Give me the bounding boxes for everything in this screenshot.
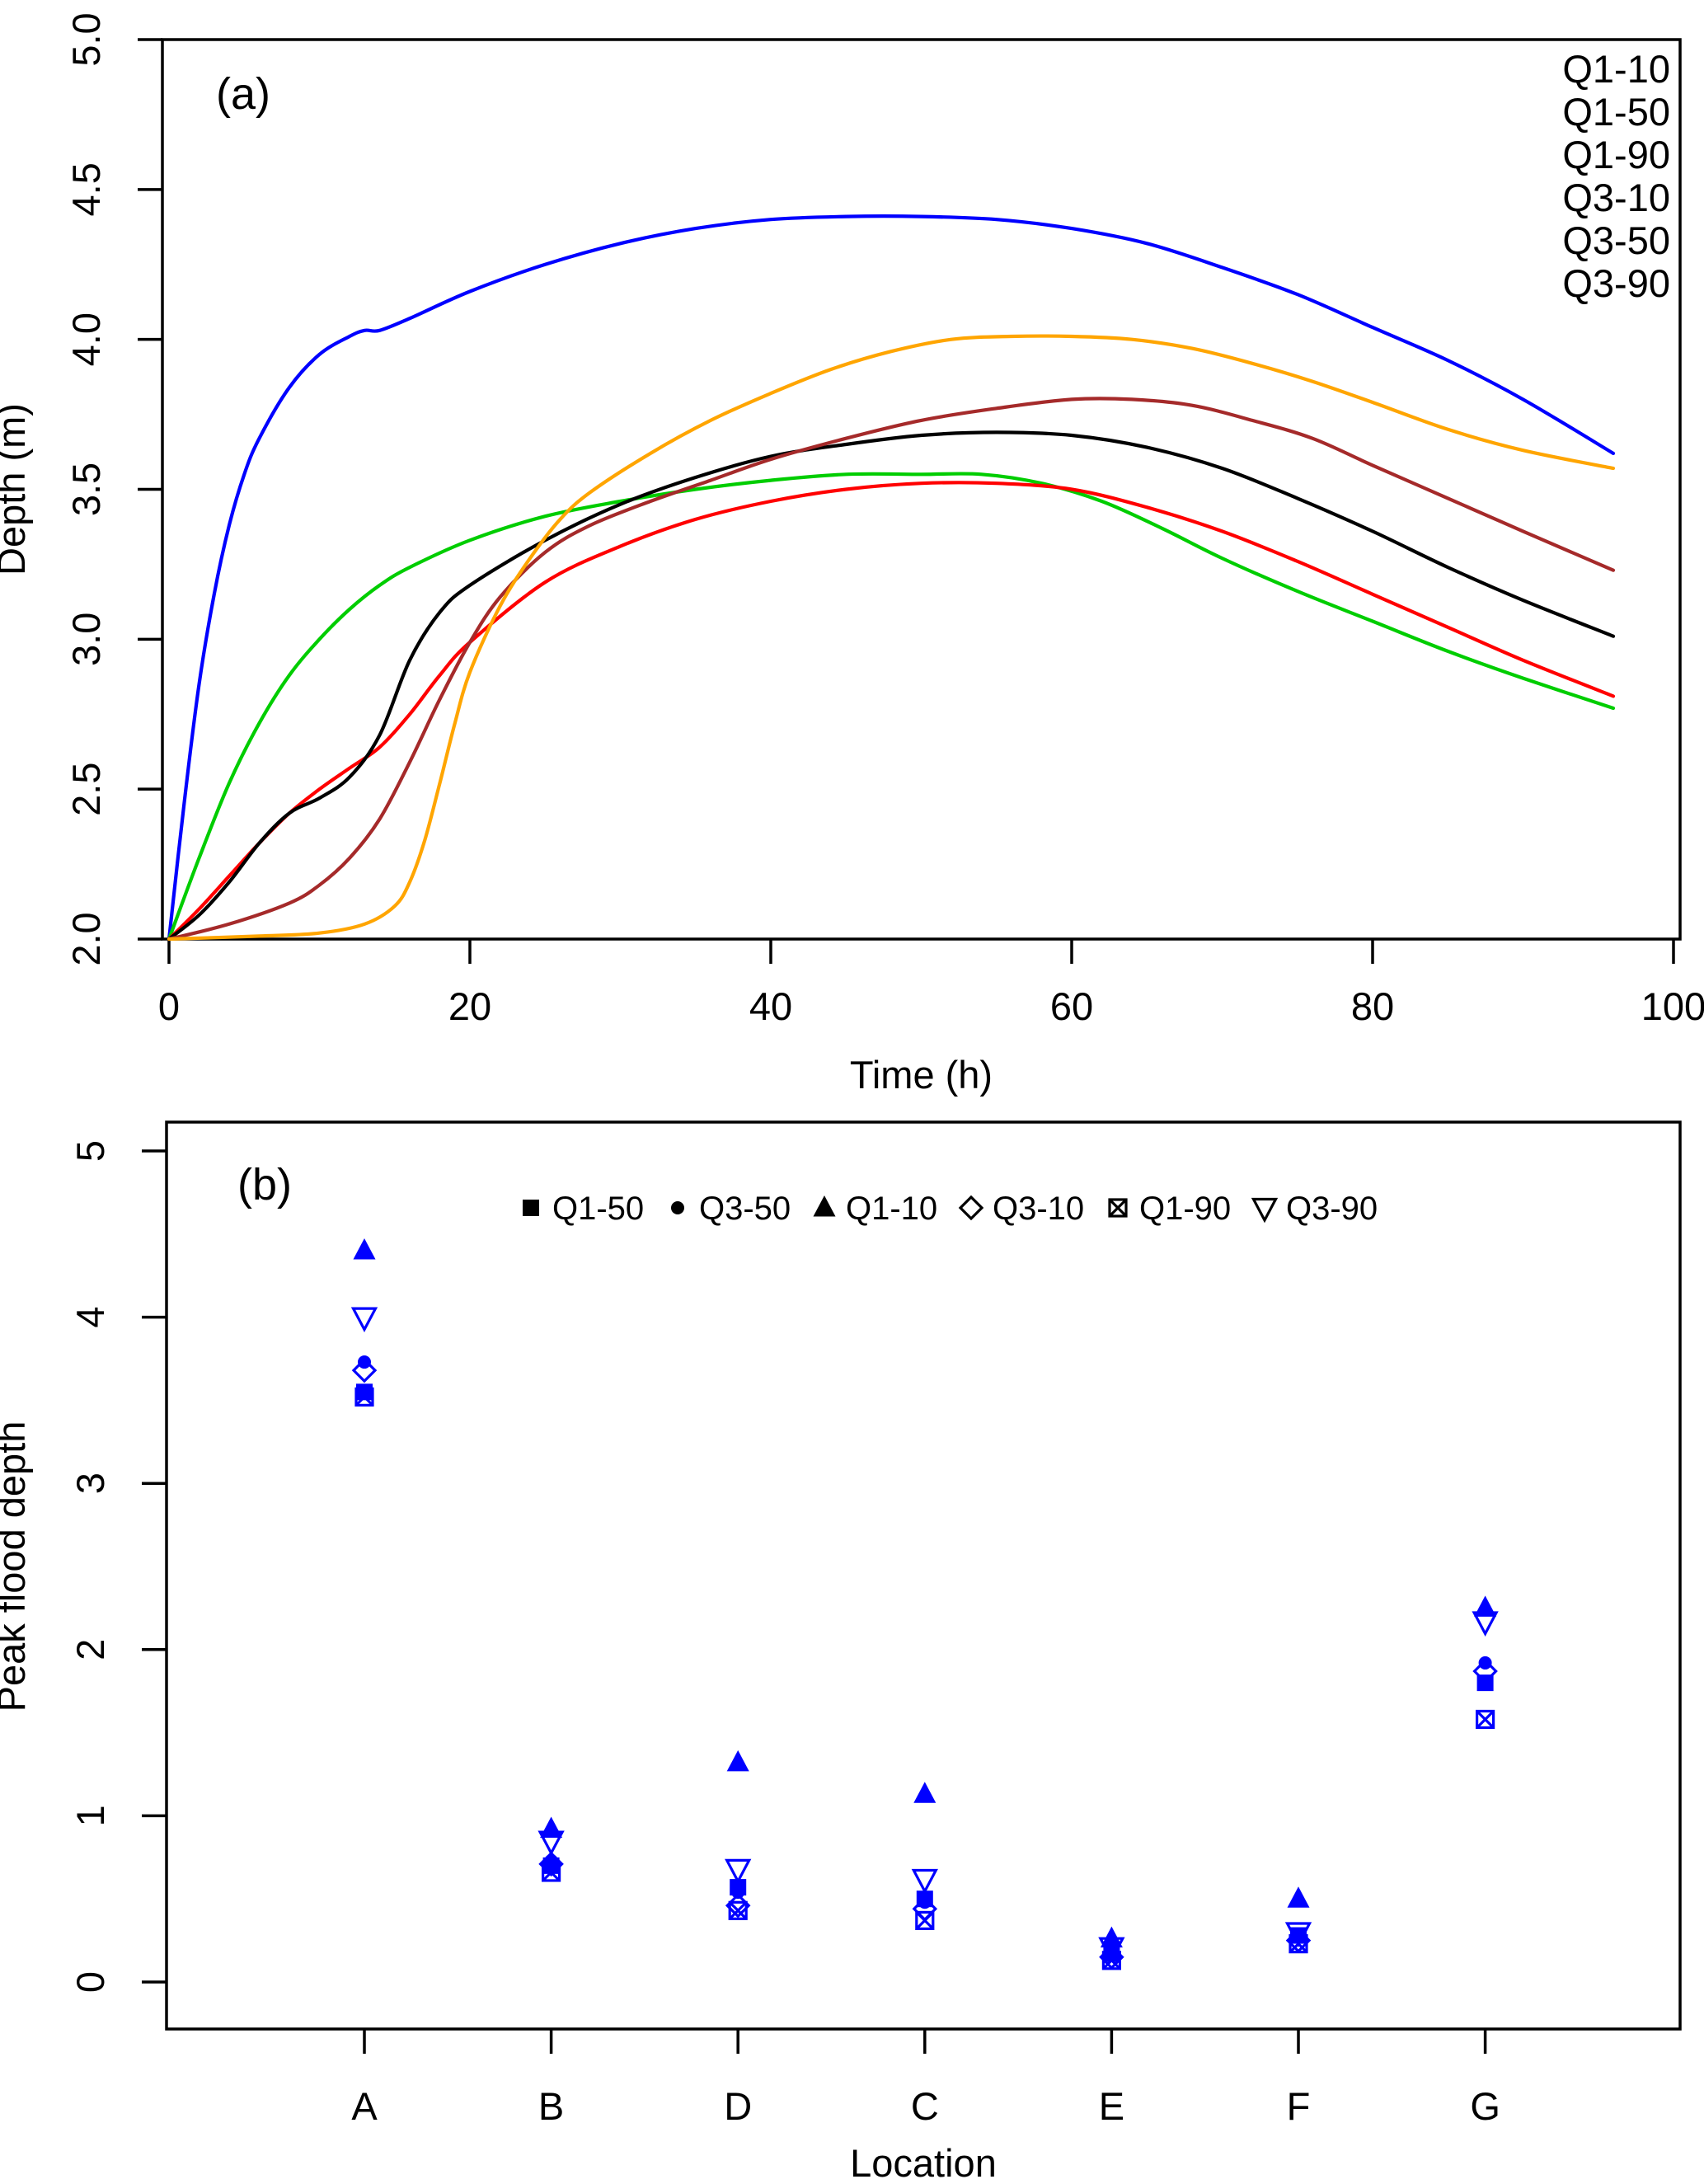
legend-label-q1-10: Q1-10: [1562, 47, 1670, 91]
legend-marker-q1-50: [523, 1200, 539, 1216]
legend-marker-q1-90: [1108, 1198, 1128, 1218]
y-tick-label-b: 5: [68, 1140, 112, 1162]
y-tick-label-b: 1: [68, 1805, 112, 1826]
scatter-marker-q1-10-b: [540, 1816, 563, 1839]
x-axis-title-a: Time (h): [850, 1053, 993, 1097]
scatter-marker-q1-10-d: [726, 1750, 749, 1772]
y-tick-label-b: 2: [68, 1639, 112, 1660]
x-tick-label-b-c: C: [911, 2084, 939, 2128]
plot-box-b: [165, 1120, 1682, 2031]
scatter-marker-q1-90-b: [541, 1862, 561, 1882]
scatter-marker-q3-10-b: [538, 1851, 564, 1877]
legend-label-q3-50: Q3-50: [699, 1191, 791, 1227]
x-tick-label-a: 80: [1351, 984, 1394, 1028]
x-tick-label-b-a: A: [351, 2084, 378, 2128]
scatter-marker-q1-10-e: [1100, 1926, 1123, 1948]
legend-label-q3-10: Q3-10: [1562, 176, 1670, 219]
series-line-q1-90: [167, 481, 1616, 942]
y-tick-label-a: 2.0: [64, 912, 108, 965]
y-tick-label-b: 0: [68, 1971, 112, 1993]
scatter-marker-q3-90-d: [725, 1858, 752, 1885]
legend-label-q3-10: Q3-10: [993, 1191, 1084, 1227]
scatter-marker-q3-90-a: [350, 1307, 378, 1333]
y-tick-label-a: 2.5: [64, 762, 108, 815]
legend-label-q3-50: Q3-50: [1562, 218, 1670, 262]
scatter-marker-q3-90-e: [1098, 1937, 1125, 1963]
legend-marker-q3-50: [671, 1201, 684, 1214]
scatter-marker-q3-10-g: [1472, 1658, 1498, 1684]
x-tick-label-a: 20: [448, 984, 491, 1028]
scatter-marker-q1-90-d: [728, 1900, 748, 1920]
scatter-marker-q1-10-f: [1287, 1886, 1310, 1908]
legend-label-q3-90: Q3-90: [1562, 261, 1670, 305]
x-tick-label-b-d: D: [724, 2084, 752, 2128]
series-line-q3-90: [167, 334, 1616, 942]
x-tick-label-a: 40: [749, 984, 792, 1028]
legend-item-q1-10: Q1-10: [813, 1191, 937, 1227]
x-tick-label-b-f: F: [1287, 2084, 1311, 2128]
series-line-q1-50: [167, 472, 1616, 942]
x-axis-title-b: Location: [850, 2141, 997, 2184]
x-tick-label-b-g: G: [1470, 2084, 1500, 2128]
series-line-q3-50: [167, 397, 1616, 942]
legend-label-q1-10: Q1-10: [846, 1191, 937, 1227]
panel-label-a: (a): [216, 69, 270, 119]
legend-label-q1-50: Q1-50: [1562, 90, 1670, 134]
y-tick-label-a: 3.5: [64, 463, 108, 516]
scatter-marker-q3-50-g: [1478, 1656, 1492, 1670]
y-tick-label-b: 4: [68, 1307, 112, 1328]
legend-item-q3-50: Q3-50: [671, 1191, 791, 1227]
panel-label-b: (b): [237, 1160, 292, 1209]
series-line-q3-10: [167, 430, 1616, 942]
scatter-marker-q1-10-a: [353, 1238, 376, 1260]
legend-label-q1-50: Q1-50: [552, 1191, 644, 1227]
scatter-marker-q3-90-f: [1284, 1922, 1312, 1947]
x-tick-label-b-b: B: [538, 2084, 564, 2128]
peak-flood-depth-scatter-chart: 0 1 2 3 4 5 A B D C E F G Location Peak flood depth (b)…: [0, 1120, 1682, 2184]
legend-label-q1-90: Q1-90: [1562, 133, 1670, 176]
y-axis-title-b: Peak flood depth: [0, 1421, 33, 1712]
scatter-marker-q3-90-g: [1472, 1611, 1499, 1637]
legend-item-q3-90: Q3-90: [1251, 1191, 1378, 1227]
x-tick-label-a: 0: [158, 984, 180, 1028]
scatter-marker-q3-90-c: [911, 1868, 938, 1895]
legend-label-q3-90: Q3-90: [1286, 1191, 1378, 1227]
legend-label-q1-90: Q1-90: [1139, 1191, 1231, 1227]
y-tick-label-b: 3: [68, 1472, 112, 1494]
scatter-marker-q3-50-c: [918, 1895, 932, 1909]
y-axis-title-a: Depth (m): [0, 403, 33, 575]
scatter-marker-q1-10-c: [913, 1782, 936, 1803]
scatter-marker-q3-90-b: [537, 1830, 565, 1857]
legend-marker-q1-10: [813, 1195, 836, 1217]
y-tick-label-a: 5.0: [64, 12, 108, 66]
x-tick-label-a: 100: [1641, 984, 1704, 1028]
legend-item-q1-90: Q1-90: [1108, 1191, 1231, 1227]
legend-marker-q3-10: [958, 1195, 984, 1221]
scatter-marker-q1-90-c: [915, 1910, 935, 1931]
y-tick-label-a: 3.0: [64, 613, 108, 666]
scatter-marker-q1-90-a: [354, 1387, 374, 1407]
legend-item-q3-10: Q3-10: [958, 1191, 1084, 1227]
scatter-marker-q3-10-a: [351, 1357, 378, 1383]
legend-marker-q3-90: [1251, 1197, 1279, 1224]
scatter-marker-q1-90-g: [1475, 1709, 1495, 1730]
y-tick-label-a: 4.0: [64, 312, 108, 366]
series-line-q1-10: [167, 214, 1616, 942]
legend-item-q1-50: Q1-50: [523, 1191, 644, 1227]
y-tick-label-a: 4.5: [64, 162, 108, 216]
depth-time-line-chart: 0 20 40 60 80 100 2.0 2.5 3.0 3.5 4.0 4.5 5.0 Time (h…: [0, 12, 1704, 1097]
scatter-marker-q3-50-a: [358, 1355, 371, 1369]
x-tick-label-b-e: E: [1099, 2084, 1124, 2128]
scatter-marker-q3-50-d: [731, 1886, 745, 1900]
x-tick-label-a: 60: [1050, 984, 1093, 1028]
